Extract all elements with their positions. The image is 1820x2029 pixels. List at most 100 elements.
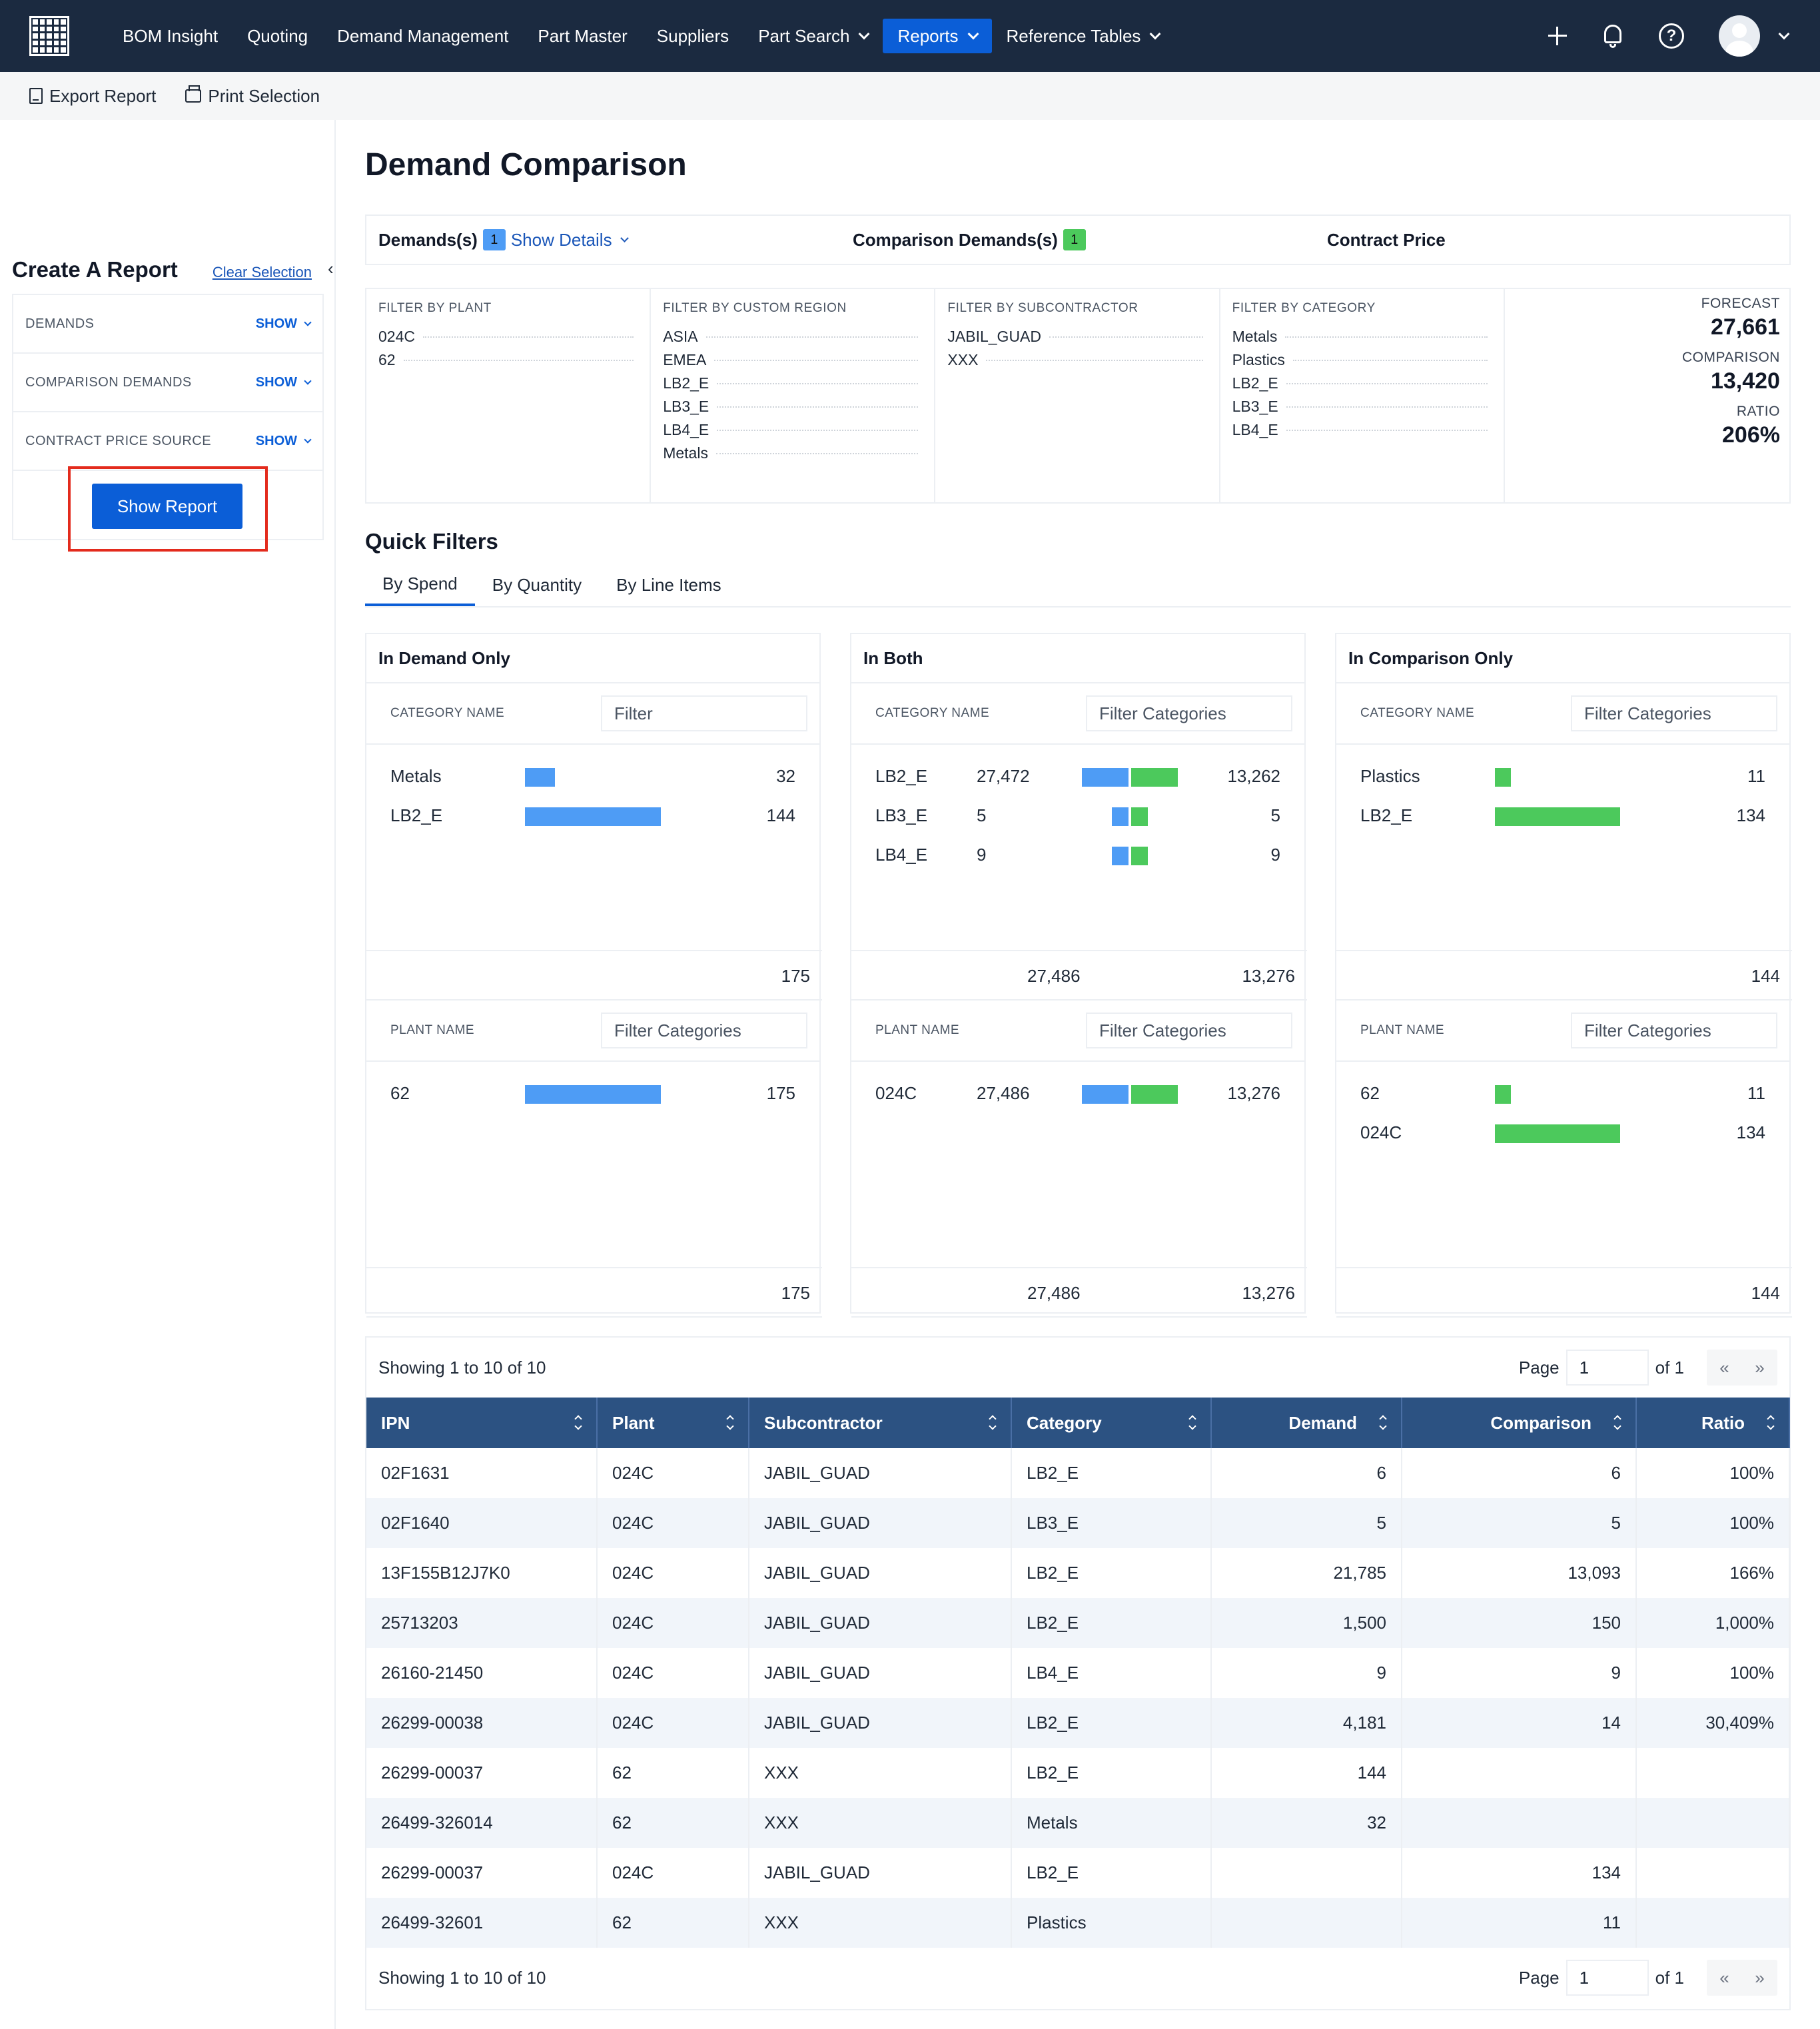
avatar[interactable] xyxy=(1719,15,1760,57)
filter-input[interactable]: Filter Categories xyxy=(1086,695,1292,731)
list-item[interactable]: LB2_E 144 xyxy=(366,799,819,838)
table-row[interactable]: 26499-32601 62 XXX Plastics 11 xyxy=(366,1898,1790,1948)
filter-option[interactable]: Plastics xyxy=(1232,348,1492,372)
sort-icon[interactable] xyxy=(1380,1416,1388,1429)
app-logo[interactable] xyxy=(29,16,69,56)
list-item[interactable]: LB4_E 9 9 xyxy=(851,838,1304,877)
filter-option[interactable]: XXX xyxy=(947,348,1206,372)
bell-icon[interactable] xyxy=(1601,23,1624,49)
sort-icon[interactable] xyxy=(989,1416,997,1429)
filter-option[interactable]: ASIA xyxy=(663,325,922,348)
first-page-button[interactable]: « xyxy=(1719,1357,1729,1378)
sort-icon[interactable] xyxy=(575,1416,583,1429)
list-item[interactable]: 62 11 xyxy=(1336,1076,1789,1116)
filter-option[interactable]: LB3_E xyxy=(663,395,922,418)
tab-by-quantity[interactable]: By Quantity xyxy=(492,574,582,595)
filter-input[interactable]: Filter Categories xyxy=(1086,1013,1292,1048)
column-label: CATEGORY NAME xyxy=(1360,706,1475,720)
report-sidebar xyxy=(0,120,336,2029)
list-item[interactable]: LB2_E 27,472 13,262 xyxy=(851,759,1304,799)
nav-item-part-master[interactable]: Part Master xyxy=(523,19,642,53)
column-header-subcontractor[interactable]: Subcontractor xyxy=(749,1398,1012,1448)
filter-option[interactable]: 024C xyxy=(378,325,638,348)
nav-item-demand-management[interactable]: Demand Management xyxy=(322,19,523,53)
table-row[interactable]: 02F1640 024C JABIL_GUAD LB3_E 5 5 100% xyxy=(366,1498,1790,1548)
sort-icon[interactable] xyxy=(727,1416,735,1429)
sort-icon[interactable] xyxy=(1614,1416,1622,1429)
filter-option[interactable]: EMEA xyxy=(663,348,922,372)
sort-icon[interactable] xyxy=(1189,1416,1197,1429)
first-page-button[interactable]: « xyxy=(1719,1967,1729,1988)
section-total: 144 xyxy=(1751,1283,1780,1303)
show-report-button[interactable]: Show Report xyxy=(92,484,242,529)
table-row[interactable]: 26299-00037 024C JABIL_GUAD LB2_E 134 xyxy=(366,1848,1790,1898)
list-item[interactable]: LB3_E 5 5 xyxy=(851,799,1304,838)
cell-comparison: 150 xyxy=(1402,1598,1637,1648)
report-options: DEMANDS SHOW COMPARISON DEMANDS SHOW CONTRAC… xyxy=(12,294,324,540)
show-details-toggle[interactable]: Show Details xyxy=(511,230,629,250)
show-toggle[interactable]: SHOW xyxy=(256,375,312,390)
list-item[interactable]: 024C 27,486 13,276 xyxy=(851,1076,1304,1116)
nav-item-quoting[interactable]: Quoting xyxy=(232,19,322,53)
cell-plant: 62 xyxy=(597,1898,749,1948)
last-page-button[interactable]: » xyxy=(1755,1967,1765,1988)
table-row[interactable]: 13F155B12J7K0 024C JABIL_GUAD LB2_E 21,785 13… xyxy=(366,1548,1790,1598)
filter-option[interactable]: LB3_E xyxy=(1232,395,1492,418)
list-item[interactable]: LB2_E 134 xyxy=(1336,799,1789,838)
showing-count: Showing 1 to 10 of 10 xyxy=(378,1357,546,1378)
nav-item-bom-insight[interactable]: BOM Insight xyxy=(108,19,232,53)
nav-item-part-search[interactable]: Part Search xyxy=(743,19,883,53)
column-header-comparison[interactable]: Comparison xyxy=(1402,1398,1637,1448)
sort-icon[interactable] xyxy=(1767,1416,1775,1429)
top-navbar: BOM Insight Quoting Demand Management Part … xyxy=(0,0,1820,72)
page-input[interactable]: 1 xyxy=(1566,1350,1649,1386)
print-selection-button[interactable]: Print Selection xyxy=(185,85,320,107)
show-toggle[interactable]: SHOW xyxy=(256,316,312,332)
column-header-plant[interactable]: Plant xyxy=(597,1398,749,1448)
table-row[interactable]: 25713203 024C JABIL_GUAD LB2_E 1,500 150 1,000… xyxy=(366,1598,1790,1648)
table-row[interactable]: 26299-00037 62 XXX LB2_E 144 xyxy=(366,1748,1790,1798)
table-row[interactable]: 26299-00038 024C JABIL_GUAD LB2_E 4,181 14 30,… xyxy=(366,1698,1790,1748)
plus-icon[interactable] xyxy=(1548,27,1567,45)
user-menu[interactable] xyxy=(1719,15,1790,57)
nav-item-suppliers[interactable]: Suppliers xyxy=(642,19,743,53)
filter-option[interactable]: LB2_E xyxy=(1232,372,1492,395)
filter-input[interactable]: Filter Categories xyxy=(1571,695,1777,731)
table-row[interactable]: 26499-326014 62 XXX Metals 32 xyxy=(366,1798,1790,1848)
filter-option[interactable]: Metals xyxy=(663,442,922,465)
table-row[interactable]: 26160-21450 024C JABIL_GUAD LB4_E 9 9 100% xyxy=(366,1648,1790,1698)
filter-option[interactable]: LB4_E xyxy=(663,418,922,442)
show-toggle[interactable]: SHOW xyxy=(256,434,312,449)
list-item[interactable]: 62 175 xyxy=(366,1076,819,1116)
page-input[interactable]: 1 xyxy=(1566,1960,1649,1996)
last-page-button[interactable]: » xyxy=(1755,1357,1765,1378)
nav-item-reference-tables[interactable]: Reference Tables xyxy=(992,19,1174,53)
filter-option[interactable]: 62 xyxy=(378,348,638,372)
nav-item-reports[interactable]: Reports xyxy=(883,19,992,53)
filter-heading: FILTER BY CATEGORY xyxy=(1232,301,1376,315)
tab-by-spend[interactable]: By Spend xyxy=(365,564,475,606)
collapse-sidebar-icon[interactable]: ‹ xyxy=(328,258,334,278)
filter-option[interactable]: LB2_E xyxy=(663,372,922,395)
filter-input[interactable]: Filter Categories xyxy=(601,1013,807,1048)
filter-option[interactable]: Metals xyxy=(1232,325,1492,348)
filter-input[interactable]: Filter Categories xyxy=(1571,1013,1777,1048)
column-header-demand[interactable]: Demand xyxy=(1211,1398,1402,1448)
table-row[interactable]: 02F1631 024C JABIL_GUAD LB2_E 6 6 100% xyxy=(366,1448,1790,1498)
column-header-category[interactable]: Category xyxy=(1011,1398,1212,1448)
value-bar xyxy=(525,807,661,826)
export-report-button[interactable]: Export Report xyxy=(29,86,156,107)
clear-selection-link[interactable]: Clear Selection xyxy=(212,264,312,280)
cell-plant: 62 xyxy=(597,1798,749,1848)
list-item[interactable]: Plastics 11 xyxy=(1336,759,1789,799)
filter-input[interactable]: Filter xyxy=(601,695,807,731)
list-item[interactable]: 024C 134 xyxy=(1336,1116,1789,1155)
column-header-ratio[interactable]: Ratio xyxy=(1636,1398,1790,1448)
filter-option[interactable]: LB4_E xyxy=(1232,418,1492,442)
filter-option[interactable]: JABIL_GUAD xyxy=(947,325,1206,348)
cell-ratio: 100% xyxy=(1636,1448,1790,1498)
help-icon[interactable]: ? xyxy=(1659,23,1684,49)
tab-by-line-items[interactable]: By Line Items xyxy=(616,574,721,595)
list-item[interactable]: Metals 32 xyxy=(366,759,819,799)
column-header-ipn[interactable]: IPN xyxy=(366,1398,598,1448)
